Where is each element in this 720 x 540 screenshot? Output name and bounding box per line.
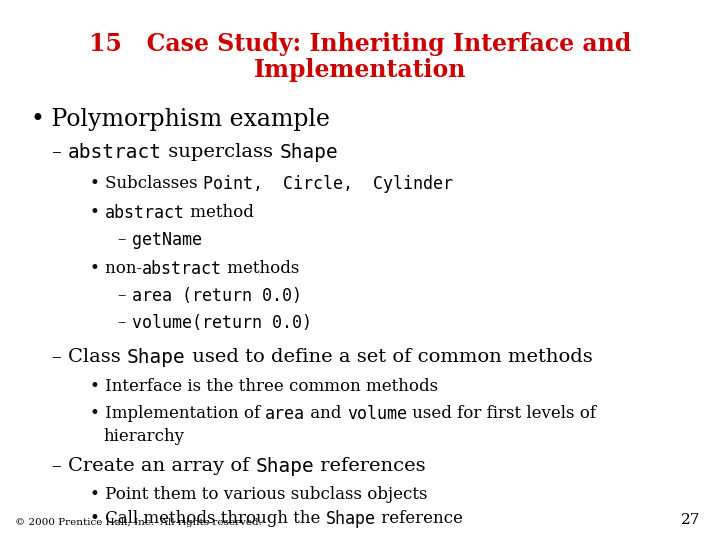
Text: references: references [315, 457, 426, 475]
Text: volume(return 0.0): volume(return 0.0) [132, 314, 312, 332]
Text: methods: methods [222, 260, 300, 277]
Text: • Implementation of: • Implementation of [90, 405, 266, 422]
Text: reference: reference [376, 510, 462, 527]
Text: •: • [30, 108, 44, 131]
Text: • Subclasses: • Subclasses [90, 175, 203, 192]
Text: 27: 27 [680, 513, 700, 527]
Text: abstract: abstract [142, 260, 222, 278]
Text: volume: volume [347, 405, 407, 423]
Text: getName: getName [132, 231, 202, 249]
Text: © 2000 Prentice Hall, Inc.  All rights reserved.: © 2000 Prentice Hall, Inc. All rights re… [15, 518, 262, 527]
Text: Shape: Shape [256, 457, 315, 476]
Text: Shape: Shape [325, 510, 376, 528]
Text: Shape: Shape [279, 143, 338, 162]
Text: 15   Case Study: Inheriting Interface and: 15 Case Study: Inheriting Interface and [89, 32, 631, 56]
Text: – Class: – Class [52, 348, 127, 366]
Text: Implementation: Implementation [254, 58, 466, 82]
Text: • Call methods through the: • Call methods through the [90, 510, 325, 527]
Text: –: – [118, 231, 132, 248]
Text: • Point them to various subclass objects: • Point them to various subclass objects [90, 486, 428, 503]
Text: hierarchy: hierarchy [103, 428, 184, 445]
Text: used for first levels of: used for first levels of [407, 405, 596, 422]
Text: – Create an array of: – Create an array of [52, 457, 256, 475]
Text: Shape: Shape [127, 348, 186, 367]
Text: Point,  Circle,  Cylinder: Point, Circle, Cylinder [203, 175, 453, 193]
Text: area: area [266, 405, 305, 423]
Text: abstract: abstract [105, 204, 185, 222]
Text: –: – [118, 314, 132, 331]
Text: abstract: abstract [68, 143, 162, 162]
Text: –: – [52, 143, 68, 161]
Text: • Interface is the three common methods: • Interface is the three common methods [90, 378, 438, 395]
Text: method: method [185, 204, 254, 221]
Text: area (return 0.0): area (return 0.0) [132, 287, 302, 305]
Text: and: and [305, 405, 347, 422]
Text: Polymorphism example: Polymorphism example [44, 108, 330, 131]
Text: –: – [118, 287, 132, 304]
Text: used to define a set of common methods: used to define a set of common methods [186, 348, 593, 366]
Text: •: • [90, 204, 105, 221]
Text: superclass: superclass [162, 143, 279, 161]
Text: • non-: • non- [90, 260, 142, 277]
